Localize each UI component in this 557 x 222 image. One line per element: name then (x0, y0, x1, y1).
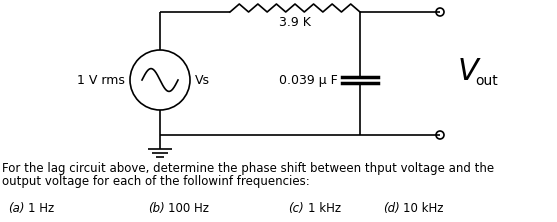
Text: V: V (458, 57, 479, 86)
Text: Vs: Vs (195, 73, 210, 87)
Text: (c): (c) (288, 202, 304, 215)
Text: (a): (a) (8, 202, 25, 215)
Text: out: out (475, 73, 498, 87)
Text: (b): (b) (148, 202, 165, 215)
Text: (d): (d) (383, 202, 400, 215)
Text: 1 kHz: 1 kHz (308, 202, 341, 215)
Text: 10 kHz: 10 kHz (403, 202, 443, 215)
Text: 1 Hz: 1 Hz (28, 202, 54, 215)
Text: output voltage for each of the followinf frequencies:: output voltage for each of the followinf… (2, 175, 310, 188)
Text: 3.9 K: 3.9 K (279, 16, 311, 29)
Text: 1 V rms: 1 V rms (77, 73, 125, 87)
Text: 0.039 μ F: 0.039 μ F (279, 73, 338, 87)
Text: For the lag circuit above, determine the phase shift between th​put voltage and : For the lag circuit above, determine the… (2, 162, 494, 175)
Text: 100 Hz: 100 Hz (168, 202, 209, 215)
